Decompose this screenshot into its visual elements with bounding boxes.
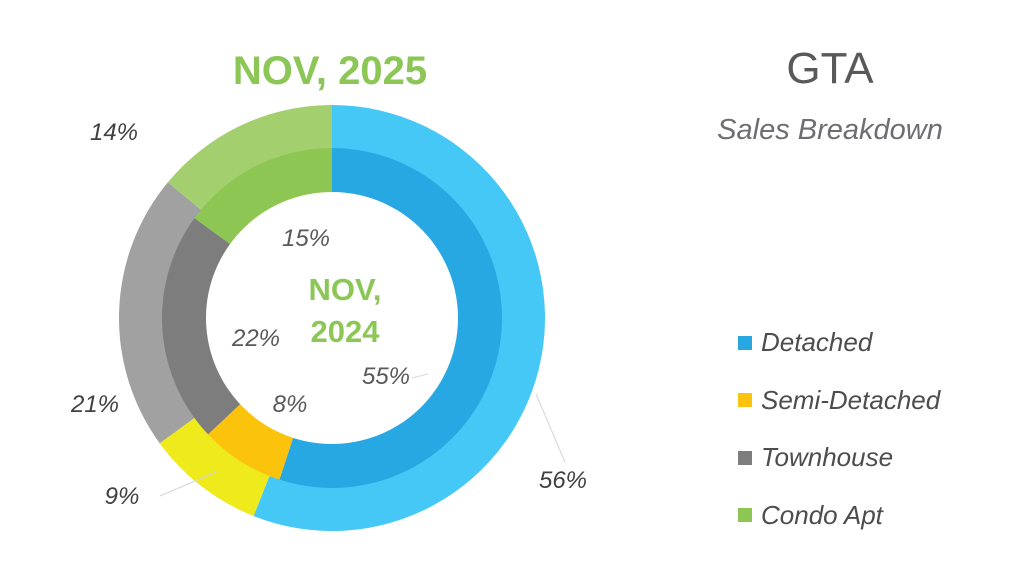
legend-label-semi-detached: Semi-Detached [761,384,941,415]
inner-ring-slice-detached [279,148,502,488]
outer-ring-slice-condo-apt [167,105,332,213]
inner-ring-label-detached: 55% [362,363,410,390]
inner-ring-label-townhouse: 22% [231,325,280,352]
leader-line [159,471,217,497]
legend: Detached Semi-Detached Townhouse Condo A… [738,314,940,544]
inner-ring-period-label-line-1: NOV, [309,272,382,307]
outer-ring-label-semi-detached: 9% [105,483,140,510]
outer-ring-label-detached: 56% [539,467,587,494]
inner-ring-period-label-line-2: 2024 [311,314,381,349]
legend-label-condo-apt: Condo Apt [761,499,883,530]
outer-ring-period-label: NOV, 2025 [233,49,427,93]
legend-swatch-condo-apt [738,508,752,523]
outer-ring-slice-detached [253,105,545,531]
legend-swatch-detached [738,335,752,350]
legend-item-townhouse: Townhouse [738,429,940,487]
legend-item-condo-apt: Condo Apt [738,487,940,545]
outer-ring-label-townhouse: 21% [70,391,119,418]
inner-ring-label-condo-apt: 15% [282,225,330,252]
chart-subtitle: Sales Breakdown [717,114,943,146]
inner-ring-label-semi-detached: 8% [273,391,308,418]
inner-ring-slice-semi-detached [208,404,294,480]
legend-item-detached: Detached [738,314,940,372]
outer-ring-slice-townhouse [119,182,205,444]
legend-label-detached: Detached [761,327,873,358]
leader-line [411,373,429,379]
chart-title: GTA [786,44,874,93]
legend-swatch-townhouse [738,450,752,465]
outer-ring-slice-semi-detached [159,415,271,517]
legend-label-townhouse: Townhouse [761,442,894,473]
outer-ring-label-condo-apt: 14% [90,119,138,146]
legend-item-semi-detached: Semi-Detached [738,372,940,430]
inner-ring-slice-condo-apt [194,148,332,244]
leader-line [535,393,566,463]
legend-swatch-semi-detached [738,393,752,408]
inner-ring-slice-townhouse [161,218,241,435]
